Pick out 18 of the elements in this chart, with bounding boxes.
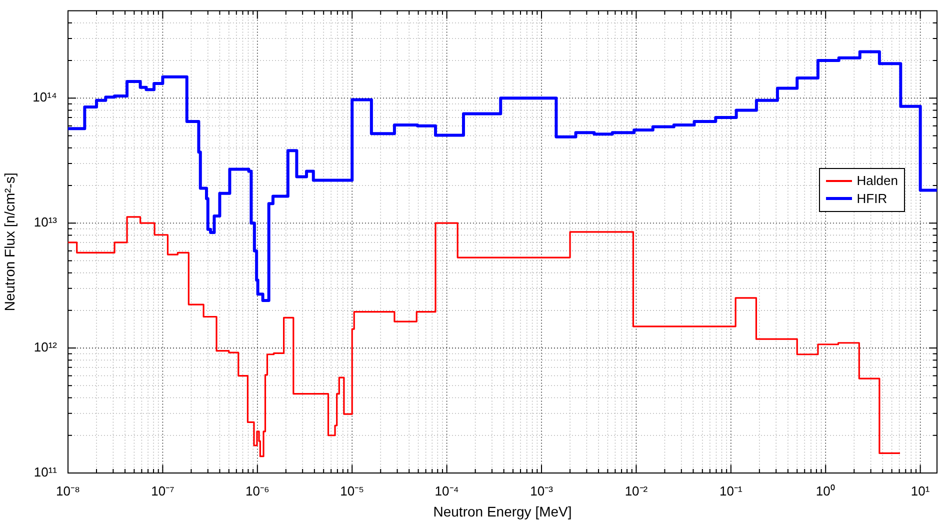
legend-label: Halden xyxy=(856,173,898,188)
y-tick-label: 10¹¹ xyxy=(34,464,58,480)
legend-label: HFIR xyxy=(856,191,888,206)
y-tick-label: 10¹⁴ xyxy=(32,90,57,105)
x-tick-label: 10⁻⁴ xyxy=(434,483,459,498)
y-tick-label: 10¹³ xyxy=(34,214,58,230)
y-axis-title: Neutron Flux [n/cm²-s] xyxy=(1,172,18,312)
x-tick-label: 10⁻¹ xyxy=(720,483,743,498)
x-tick-label: 10⁻⁶ xyxy=(246,483,270,498)
x-tick-label: 10⁰ xyxy=(816,483,836,498)
x-tick-label: 10⁻⁵ xyxy=(340,483,364,498)
x-axis-title: Neutron Energy [MeV] xyxy=(433,503,572,520)
x-tick-label: 10⁻² xyxy=(624,483,648,498)
x-tick-label: 10⁻⁸ xyxy=(56,483,80,498)
x-tick-label: 10¹ xyxy=(910,483,930,498)
y-tick-label: 10¹² xyxy=(34,340,58,355)
x-tick-label: 10⁻⁷ xyxy=(151,483,175,498)
x-tick-label: 10⁻³ xyxy=(530,483,554,498)
